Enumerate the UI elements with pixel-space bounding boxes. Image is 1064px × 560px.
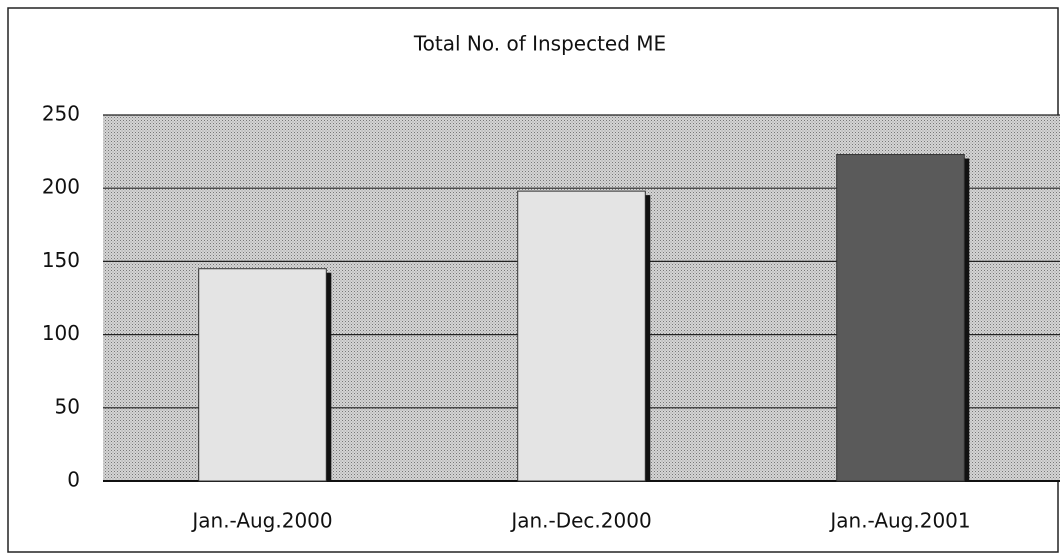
bar [517,190,646,482]
chart-title: Total No. of Inspected ME [413,32,666,56]
bar [836,154,965,482]
y-tick-label: 150 [42,248,80,272]
y-tick-label: 50 [55,394,80,418]
y-tick-label: 200 [42,175,80,199]
y-tick-label: 0 [67,468,80,492]
y-tick-label: 100 [42,321,80,345]
x-tick-label: Jan.-Aug.2001 [828,509,970,533]
y-tick-label: 250 [42,102,80,126]
bar [198,268,327,482]
x-tick-label: Jan.-Dec.2000 [509,509,651,533]
x-tick-label: Jan.-Aug.2000 [190,509,332,533]
